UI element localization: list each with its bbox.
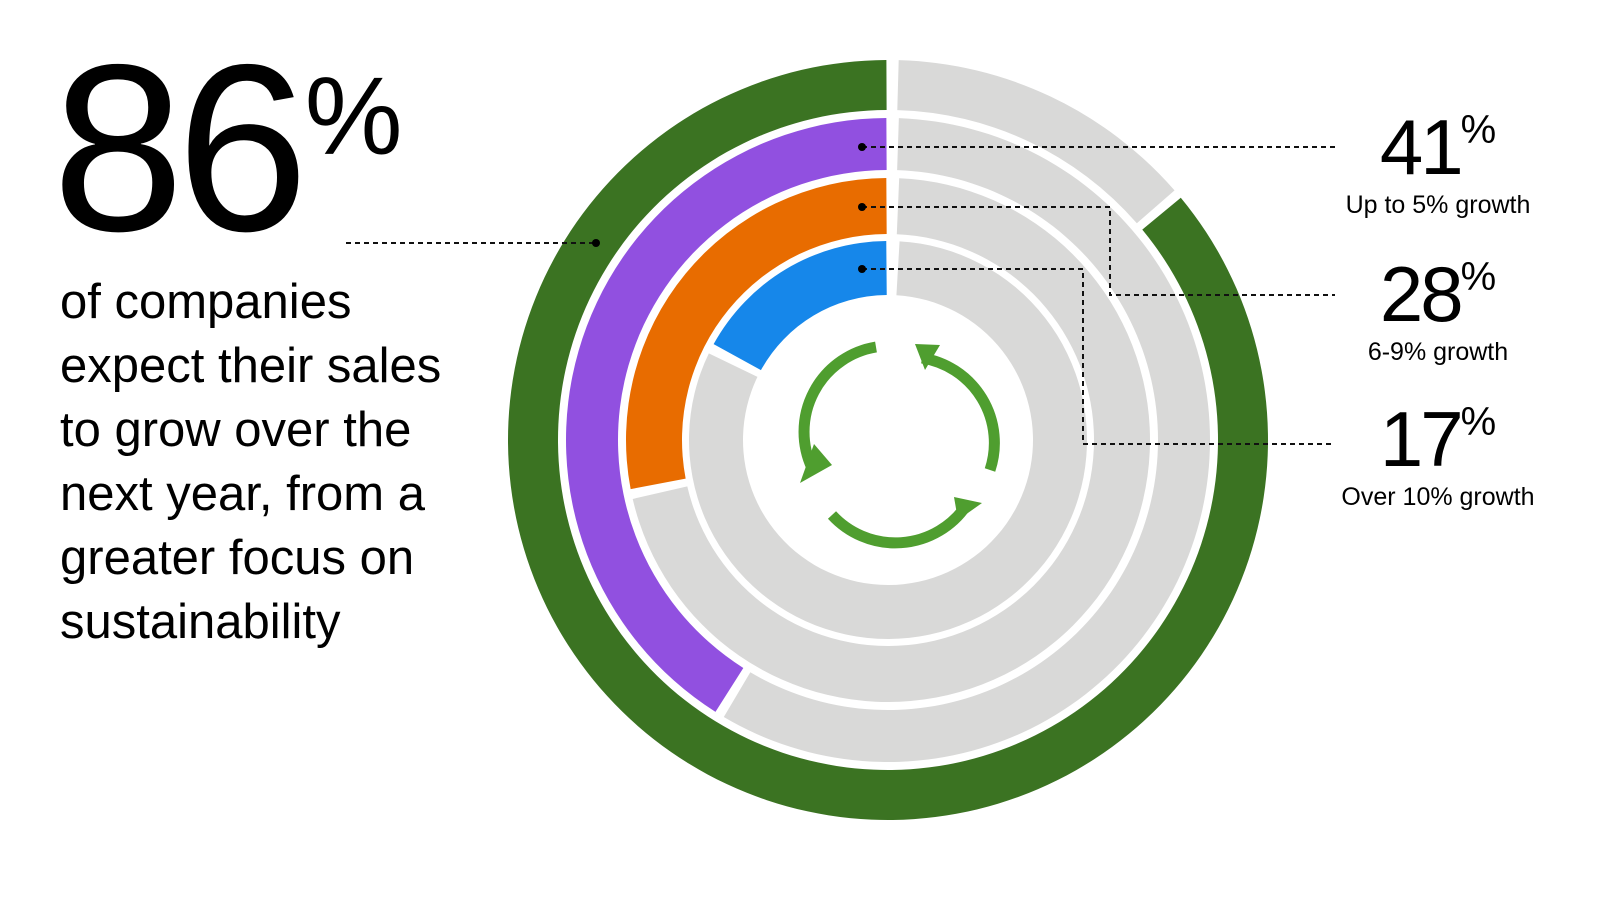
callout-label: 6-9% growth xyxy=(1367,338,1509,366)
description-line: to grow over the xyxy=(60,403,412,457)
description-line: sustainability xyxy=(60,595,341,649)
headline-stat: 86% xyxy=(52,30,403,268)
recycle-arrows-icon xyxy=(798,341,1000,549)
headline-value: 86 xyxy=(52,16,309,281)
callout-unit: % xyxy=(1460,255,1497,299)
description-line: greater focus on xyxy=(60,531,415,585)
ring-bar-1 xyxy=(566,118,887,712)
callout-value: 28 xyxy=(1379,250,1464,338)
callout-unit: % xyxy=(1460,108,1497,152)
leader-line-6-9 xyxy=(862,206,1335,296)
leader-dots xyxy=(592,143,866,273)
description-line: next year, from a xyxy=(60,467,425,521)
headline-description: of companies expect their sales to grow … xyxy=(60,270,500,654)
callout-value: 41 xyxy=(1379,103,1464,191)
leader-dot-6-9 xyxy=(858,203,866,211)
leader-line-over-10 xyxy=(862,268,1335,445)
callout-unit: % xyxy=(1460,400,1497,444)
leader-dot-up-to-5 xyxy=(858,143,866,151)
callout-over-10: 17% Over 10% growth xyxy=(1318,400,1558,512)
ring-track-0 xyxy=(897,60,1175,224)
leader-dot-total xyxy=(592,239,600,247)
leader-dot-over-10 xyxy=(858,265,866,273)
leader-lines xyxy=(346,146,1335,445)
ring-bar-3 xyxy=(713,241,887,371)
description-line: expect their sales xyxy=(60,339,442,393)
callout-up-to-5: 41% Up to 5% growth xyxy=(1318,108,1558,220)
description-line: of companies xyxy=(60,275,352,329)
callout-label: Up to 5% growth xyxy=(1345,191,1531,219)
headline-unit: % xyxy=(304,55,403,178)
recycle-arrow-heads xyxy=(800,344,982,520)
callout-label: Over 10% growth xyxy=(1341,483,1535,511)
callout-6-9: 28% 6-9% growth xyxy=(1318,255,1558,367)
callout-value: 17 xyxy=(1379,395,1464,483)
ring-tracks xyxy=(632,60,1210,763)
ring-track-1 xyxy=(723,118,1210,763)
